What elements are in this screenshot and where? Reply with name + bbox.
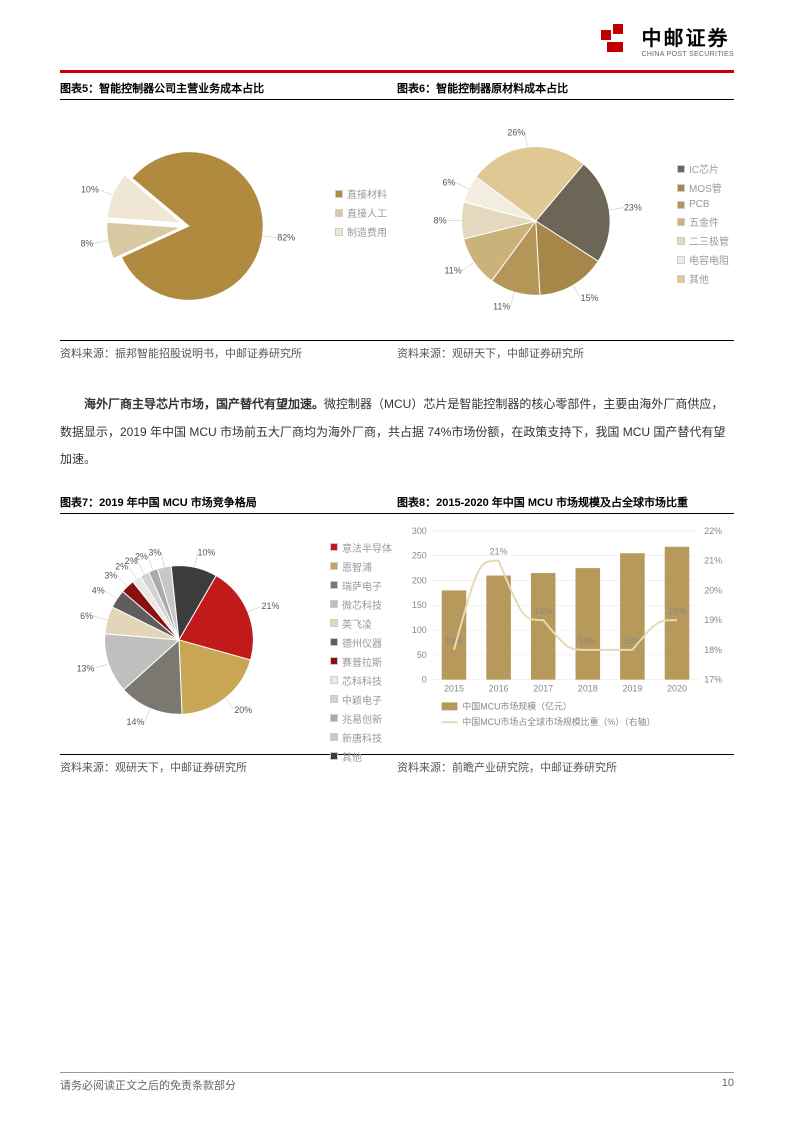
svg-text:2020: 2020 <box>667 683 687 693</box>
svg-text:19%: 19% <box>668 606 686 616</box>
svg-text:20%: 20% <box>704 585 722 595</box>
fig7-legend: 意法半导体恩智浦瑞萨电子微芯科技英飞凌德州仪器赛普拉斯芯科科技中颖电子兆易创新新… <box>330 540 392 768</box>
row1-charts: 82% 8% 10% 直接材料直接人工制造费用 23% 15% 11% 11% 8% 6% 26… <box>60 106 734 336</box>
fig5-source: 资料来源：振邦智能招股说明书，中邮证券研究所 <box>60 340 397 361</box>
svg-text:6%: 6% <box>442 177 455 187</box>
svg-text:6%: 6% <box>80 611 93 621</box>
svg-text:8%: 8% <box>434 215 447 225</box>
fig7-title: 图表7：2019 年中国 MCU 市场竞争格局 <box>60 494 397 514</box>
body-lead-bold: 海外厂商主导芯片市场，国产替代有望加速。 <box>84 397 324 411</box>
row2-sources: 资料来源：观研天下，中邮证券研究所 资料来源：前瞻产业研究院，中邮证券研究所 <box>60 750 734 775</box>
fig6-source: 资料来源：观研天下，中邮证券研究所 <box>397 340 734 361</box>
fig5-chart: 82% 8% 10% 直接材料直接人工制造费用 <box>60 106 397 336</box>
svg-text:8%: 8% <box>80 238 93 248</box>
svg-text:20%: 20% <box>234 705 252 715</box>
row1-titles: 图表5：智能控制器公司主营业务成本占比 图表6：智能控制器原材料成本占比 <box>60 80 734 106</box>
svg-text:26%: 26% <box>507 127 525 137</box>
svg-text:150: 150 <box>412 600 427 610</box>
svg-text:11%: 11% <box>444 266 461 276</box>
svg-text:2018: 2018 <box>578 683 598 693</box>
svg-text:18%: 18% <box>579 636 597 646</box>
fig8-source: 资料来源：前瞻产业研究院，中邮证券研究所 <box>397 754 734 775</box>
row2-titles: 图表7：2019 年中国 MCU 市场竞争格局 图表8：2015-2020 年中… <box>60 494 734 520</box>
svg-text:21%: 21% <box>704 555 722 565</box>
svg-text:18%: 18% <box>445 636 463 646</box>
svg-text:2015: 2015 <box>444 683 464 693</box>
fig5-legend: 直接材料直接人工制造费用 <box>335 186 387 243</box>
svg-text:15%: 15% <box>581 293 599 303</box>
svg-text:2017: 2017 <box>533 683 553 693</box>
body-paragraph: 海外厂商主导芯片市场，国产替代有望加速。微控制器（MCU）芯片是智能控制器的核心… <box>60 391 734 474</box>
fig6-title: 图表6：智能控制器原材料成本占比 <box>397 80 734 100</box>
svg-text:3%: 3% <box>148 547 161 557</box>
page-footer: 请务必阅读正文之后的免责条款部分 10 <box>60 1072 734 1093</box>
svg-text:3%: 3% <box>104 570 117 580</box>
row1-sources: 资料来源：振邦智能招股说明书，中邮证券研究所 资料来源：观研天下，中邮证券研究所 <box>60 336 734 361</box>
logo-icon <box>595 20 635 60</box>
fig7-chart: 21%20%14%13%6%4%3%2%2%2%3%10% 意法半导体恩智浦瑞萨… <box>60 520 397 750</box>
svg-text:14%: 14% <box>127 717 145 727</box>
svg-text:17%: 17% <box>704 674 722 684</box>
svg-text:中国MCU市场规模（亿元）: 中国MCU市场规模（亿元） <box>462 700 571 711</box>
svg-text:中国MCU市场占全球市场规模比重（%）（右轴）: 中国MCU市场占全球市场规模比重（%）（右轴） <box>462 716 655 727</box>
footer-pagenum: 10 <box>722 1077 734 1093</box>
svg-text:2016: 2016 <box>489 683 509 693</box>
svg-text:19%: 19% <box>704 615 722 625</box>
svg-text:23%: 23% <box>624 203 642 213</box>
fig8-title: 图表8：2015-2020 年中国 MCU 市场规模及占全球市场比重 <box>397 494 734 514</box>
svg-text:11%: 11% <box>493 301 510 311</box>
svg-text:2019: 2019 <box>622 683 642 693</box>
svg-text:100: 100 <box>412 625 427 635</box>
top-red-rule <box>60 70 734 73</box>
svg-text:21%: 21% <box>262 601 280 611</box>
svg-text:13%: 13% <box>77 663 95 673</box>
fig6-chart: 23% 15% 11% 11% 8% 6% 26% IC芯片MOS管PCB五金件二三极管电容… <box>397 106 734 336</box>
fig8-chart: 0 50 100 150 200 250 300 17% 18% 19% 20% 21% 22% 2015… <box>397 520 734 750</box>
brand-en: CHINA POST SECURITIES <box>641 51 734 58</box>
svg-text:300: 300 <box>412 526 427 536</box>
brand-header: 中邮证券 CHINA POST SECURITIES <box>595 20 734 60</box>
fig6-legend: IC芯片MOS管PCB五金件二三极管电容电阻其他 <box>677 161 729 290</box>
svg-text:22%: 22% <box>704 526 722 536</box>
svg-text:250: 250 <box>412 550 427 560</box>
svg-text:82%: 82% <box>277 233 295 243</box>
svg-text:21%: 21% <box>490 546 508 556</box>
svg-text:0: 0 <box>422 674 427 684</box>
svg-text:50: 50 <box>417 650 427 660</box>
svg-text:4%: 4% <box>92 585 105 595</box>
svg-text:10%: 10% <box>81 185 99 195</box>
svg-text:18%: 18% <box>704 645 722 655</box>
row2-charts: 21%20%14%13%6%4%3%2%2%2%3%10% 意法半导体恩智浦瑞萨… <box>60 520 734 750</box>
fig5-title: 图表5：智能控制器公司主营业务成本占比 <box>60 80 397 100</box>
brand-cn: 中邮证券 <box>641 22 734 51</box>
footer-disclaimer: 请务必阅读正文之后的免责条款部分 <box>60 1077 236 1093</box>
svg-text:10%: 10% <box>197 547 215 557</box>
svg-text:19%: 19% <box>534 606 552 616</box>
svg-text:200: 200 <box>412 575 427 585</box>
svg-text:2%: 2% <box>135 551 148 561</box>
